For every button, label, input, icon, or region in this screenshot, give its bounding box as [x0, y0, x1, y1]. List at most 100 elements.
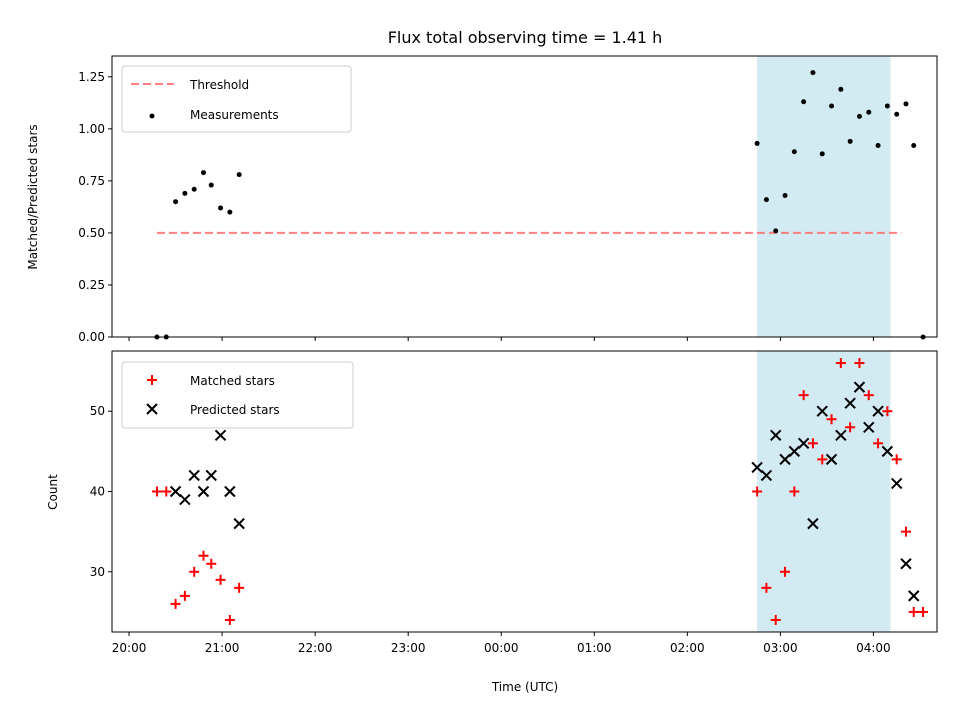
count-y-tick-label: 50 [90, 404, 105, 418]
count-panel: 30 40 50 20:00 21:00 22:00 23:00 00:00 01:00 02:… [46, 350, 938, 694]
predicted-star-point [197, 485, 210, 498]
predicted-star-point [224, 485, 236, 498]
x-tick-label: 03:00 [763, 641, 798, 655]
measurement-point [810, 70, 816, 76]
predicted-star-point [788, 445, 801, 458]
measurement-point [829, 103, 835, 109]
predicted-star-point [816, 405, 828, 417]
matched-star-point [835, 358, 846, 369]
predicted-star-point [835, 429, 847, 442]
predicted-star-point [233, 517, 245, 530]
count-legend-box [121, 361, 354, 429]
measurement-point [819, 151, 825, 157]
measurement-point [903, 101, 909, 107]
ratio-legend-box [121, 65, 352, 133]
matched-star-point [826, 414, 837, 425]
threshold-legend-label: Threshold [189, 78, 249, 92]
x-tick-label: 00:00 [484, 641, 519, 655]
matched-star-point [770, 614, 781, 625]
measurement-point [856, 113, 862, 119]
matched-star-point [873, 438, 884, 449]
predicted-star-point [872, 405, 884, 417]
ratio-y-tick-label: 0.50 [78, 226, 105, 240]
matched-star-point [789, 486, 800, 497]
x-tick-label: 02:00 [670, 641, 705, 655]
predicted-stars-legend-label: Predicted stars [190, 403, 280, 417]
x-axis-label: Time (UTC) [491, 680, 558, 694]
matched-star-point [206, 558, 217, 569]
measurement-point [191, 186, 197, 192]
count-y-tick-label: 30 [90, 565, 105, 579]
measurement-point [218, 205, 224, 211]
matched-star-point [224, 614, 235, 625]
measurement-point [200, 170, 206, 176]
measurement-point [754, 140, 760, 146]
ratio-y-tick-label: 1.00 [78, 122, 105, 136]
ratio-y-tick-label: 0.75 [78, 174, 105, 188]
matched-star-point [882, 406, 893, 417]
matched-star-point [900, 526, 911, 537]
measurement-point [227, 209, 233, 215]
predicted-star-point [770, 429, 782, 442]
ratio-y-axis: 0.00 0.25 0.50 0.75 1.00 1.25 [78, 70, 112, 344]
predicted-star-point [188, 469, 200, 482]
predicted-star-point [807, 517, 819, 530]
measurements-legend-swatch [149, 113, 155, 119]
predicted-star-point [214, 429, 227, 442]
x-tick-label: 21:00 [205, 641, 240, 655]
measurement-point [773, 228, 779, 234]
predicted-star-point [169, 485, 182, 498]
count-x-axis: 20:00 21:00 22:00 23:00 00:00 01:00 02:00 03:00… [112, 632, 891, 655]
matched-star-point [854, 358, 865, 369]
x-tick-label: 22:00 [298, 641, 333, 655]
predicted-star-point [797, 437, 810, 450]
measurement-point [173, 199, 179, 205]
matched-star-point [179, 590, 190, 601]
observing-window-shade [757, 351, 891, 632]
ratio-legend: Threshold Measurements [121, 65, 352, 133]
matched-star-point [817, 454, 828, 465]
predicted-star-point [900, 558, 912, 570]
measurement-point [847, 138, 853, 144]
matched-star-point [807, 438, 818, 449]
x-tick-label: 20:00 [112, 641, 147, 655]
measurement-point [763, 197, 769, 203]
measurement-point [182, 190, 188, 196]
measurements-legend-label: Measurements [190, 108, 279, 122]
observing-window-shade [757, 56, 891, 337]
matched-star-point [198, 550, 209, 561]
measurement-point [236, 172, 242, 178]
predicted-star-point [205, 469, 217, 482]
measurement-point [894, 111, 900, 117]
predicted-star-point [825, 453, 838, 466]
count-y-axis-label: Count [46, 474, 60, 510]
predicted-star-point [844, 397, 856, 409]
x-tick-label: 23:00 [391, 641, 426, 655]
matched-star-point [891, 454, 902, 465]
predicted-star-point [908, 590, 920, 602]
measurement-point [208, 182, 214, 188]
ratio-series-layer [154, 70, 926, 340]
predicted-star-point [751, 461, 763, 474]
predicted-star-point [853, 381, 866, 393]
measurement-point [875, 143, 881, 149]
x-tick-label: 04:00 [856, 641, 891, 655]
matched-star-point [215, 574, 226, 585]
count-legend: Matched stars Predicted stars [121, 361, 354, 429]
matched-star-point [151, 486, 162, 497]
measurement-point [866, 109, 872, 115]
matched-stars-legend-swatch [147, 375, 157, 385]
ratio-y-tick-label: 0.00 [78, 330, 105, 344]
matched-star-point [780, 566, 791, 577]
predicted-star-point [863, 421, 875, 433]
chart-title: Flux total observing time = 1.41 h [388, 28, 663, 47]
measurement-point [791, 149, 797, 155]
matched-star-point [189, 566, 200, 577]
predicted-star-point [179, 493, 191, 506]
matched-star-point [908, 606, 919, 617]
matched-star-point [170, 598, 181, 609]
count-y-tick-label: 40 [90, 485, 105, 499]
measurement-point [801, 99, 807, 105]
ratio-panel: 0.00 0.25 0.50 0.75 1.00 1.25 Matched/Predict… [26, 55, 938, 344]
